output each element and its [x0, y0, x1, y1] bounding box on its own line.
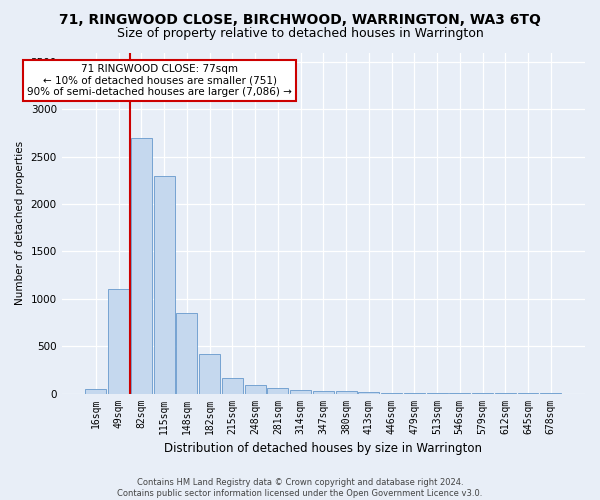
Text: 71 RINGWOOD CLOSE: 77sqm
← 10% of detached houses are smaller (751)
90% of semi-: 71 RINGWOOD CLOSE: 77sqm ← 10% of detach… — [27, 64, 292, 97]
Text: Contains HM Land Registry data © Crown copyright and database right 2024.
Contai: Contains HM Land Registry data © Crown c… — [118, 478, 482, 498]
Bar — [290, 390, 311, 394]
Text: 71, RINGWOOD CLOSE, BIRCHWOOD, WARRINGTON, WA3 6TQ: 71, RINGWOOD CLOSE, BIRCHWOOD, WARRINGTO… — [59, 12, 541, 26]
Bar — [335, 391, 356, 394]
Bar — [358, 392, 379, 394]
Bar — [154, 176, 175, 394]
Bar — [381, 393, 402, 394]
X-axis label: Distribution of detached houses by size in Warrington: Distribution of detached houses by size … — [164, 442, 482, 455]
Y-axis label: Number of detached properties: Number of detached properties — [15, 141, 25, 305]
Bar — [268, 388, 289, 394]
Bar — [176, 313, 197, 394]
Bar — [85, 389, 106, 394]
Bar — [199, 354, 220, 394]
Bar — [245, 385, 266, 394]
Bar — [131, 138, 152, 394]
Text: Size of property relative to detached houses in Warrington: Size of property relative to detached ho… — [116, 28, 484, 40]
Bar — [108, 290, 129, 394]
Bar — [222, 378, 243, 394]
Bar — [313, 390, 334, 394]
